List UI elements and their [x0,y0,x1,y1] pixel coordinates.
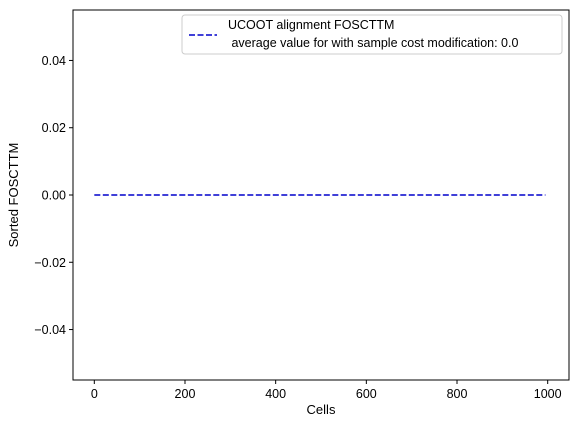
x-tick-label: 200 [175,387,196,401]
x-tick-label: 0 [91,387,98,401]
y-tick-label: 0.00 [42,189,66,203]
y-tick-label: 0.04 [42,54,66,68]
y-tick-label: −0.04 [34,323,66,337]
legend-box [181,14,563,55]
y-tick-label: −0.02 [34,256,66,270]
axes-frame [72,9,570,381]
x-tick-label: 400 [265,387,286,401]
x-axis-label: Cells [307,402,336,417]
y-tick-label: 0.02 [42,121,66,135]
legend-label-line2: average value for with sample cost modif… [228,36,518,50]
y-axis-ticks: −0.04 −0.02 0.00 0.02 0.04 [34,54,73,337]
x-tick-label: 800 [447,387,468,401]
x-axis-ticks: 0 200 400 600 800 1000 [91,380,562,401]
y-axis-label: Sorted FOSCTTM [6,143,21,248]
legend: UCOOT alignment FOSCTTM average value fo… [181,14,563,55]
x-tick-label: 1000 [534,387,562,401]
legend-label-line1: UCOOT alignment FOSCTTM [228,18,394,32]
x-tick-label: 600 [356,387,377,401]
